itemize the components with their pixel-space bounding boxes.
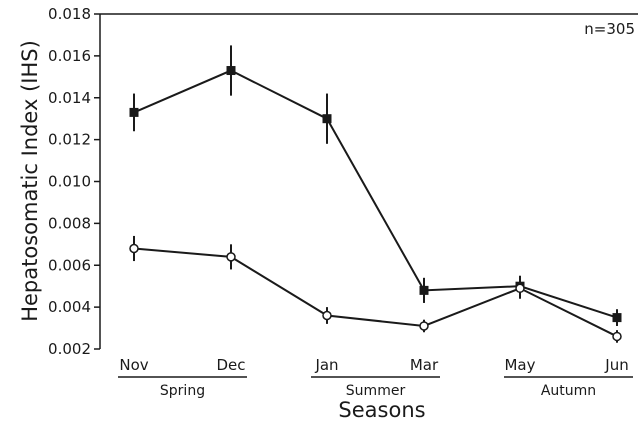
data-point-square [419,285,429,295]
season-groups: Spring Summer Autumn [118,376,633,399]
y-tick-label: 0.010 [48,173,91,191]
data-point-square [129,107,139,117]
season-label: Summer [346,383,406,399]
series-line [133,69,618,319]
data-point-circle [612,331,622,342]
y-axis-title: Hepatosomatic Index (IHS) [18,40,42,322]
x-axis-title: Seasons [338,398,425,422]
y-tick-label: 0.004 [48,298,91,316]
data-point-circle [322,310,332,321]
data-point-square [322,114,332,124]
y-tick-label: 0.002 [48,340,91,358]
data-point-circle [226,252,236,262]
series-line [133,247,618,338]
sample-size-annotation: n=305 [584,20,635,38]
y-axis-ticks: 0.002 0.004 0.006 0.008 0.010 0.012 0.014 0.016… [48,5,100,358]
data-point-circle [419,321,429,331]
data-point-circle [515,283,525,294]
y-tick-label: 0.016 [48,47,91,65]
x-tick-label: Mar [410,356,439,374]
series-open-circle [129,235,622,343]
x-tick-label: Nov [119,356,148,374]
series-filled-square [129,45,622,326]
x-axis-ticks: Nov Dec Jan Mar May Jun [119,356,628,374]
x-tick-label: Dec [216,356,245,374]
y-tick-label: 0.008 [48,214,91,232]
x-tick-label: Jun [604,356,628,374]
data-point-square [612,313,622,323]
data-point-square [226,66,236,76]
x-tick-label: May [504,356,535,374]
data-point-circle [129,243,139,254]
y-tick-label: 0.014 [48,89,91,107]
season-label: Spring [160,383,205,399]
y-tick-label: 0.018 [48,5,91,23]
y-tick-label: 0.012 [48,131,91,149]
y-tick-label: 0.006 [48,256,91,274]
data-series [129,45,622,343]
season-label: Autumn [541,383,596,399]
x-tick-label: Jan [314,356,338,374]
